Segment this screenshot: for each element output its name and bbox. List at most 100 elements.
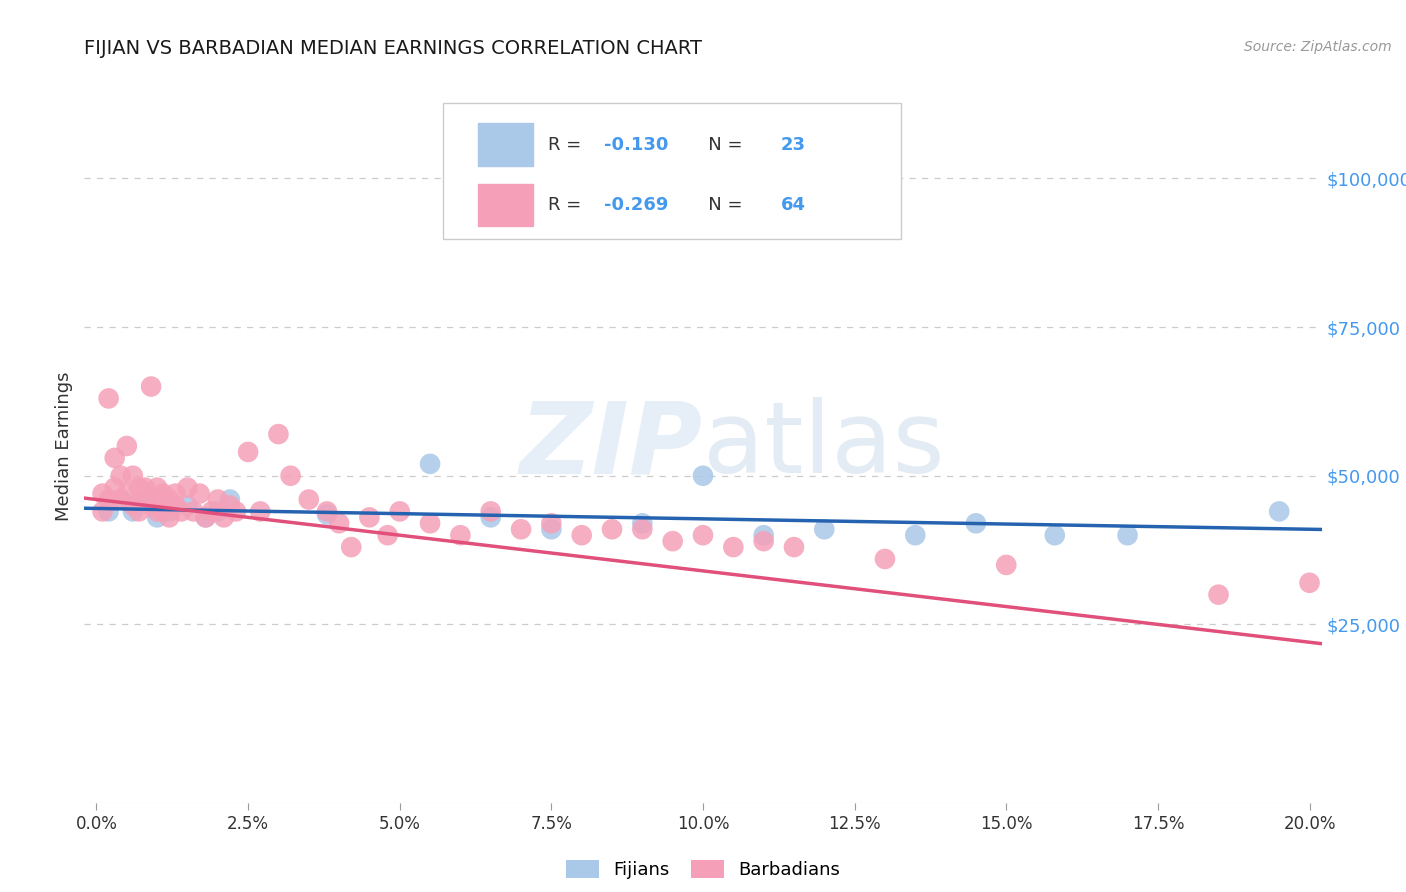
FancyBboxPatch shape bbox=[443, 103, 901, 239]
Bar bbox=[478, 184, 533, 227]
Point bbox=[128, 481, 150, 495]
Point bbox=[340, 540, 363, 554]
Point bbox=[752, 534, 775, 549]
Point bbox=[165, 486, 187, 500]
Text: 64: 64 bbox=[780, 196, 806, 214]
Point bbox=[1043, 528, 1066, 542]
Point bbox=[183, 504, 205, 518]
Point bbox=[225, 504, 247, 518]
Point bbox=[995, 558, 1018, 572]
Point bbox=[631, 522, 654, 536]
Point bbox=[316, 508, 339, 522]
Point bbox=[280, 468, 302, 483]
Point bbox=[110, 492, 132, 507]
Point bbox=[631, 516, 654, 531]
Point bbox=[165, 499, 187, 513]
Point bbox=[146, 510, 169, 524]
Point bbox=[377, 528, 399, 542]
Point bbox=[249, 504, 271, 518]
Point bbox=[146, 481, 169, 495]
Point bbox=[571, 528, 593, 542]
Text: R =: R = bbox=[548, 196, 588, 214]
Point bbox=[188, 486, 211, 500]
Y-axis label: Median Earnings: Median Earnings bbox=[55, 371, 73, 521]
Point bbox=[813, 522, 835, 536]
Text: -0.130: -0.130 bbox=[605, 136, 668, 153]
Point bbox=[1298, 575, 1320, 590]
Point bbox=[201, 504, 224, 518]
Point bbox=[110, 492, 132, 507]
Point bbox=[115, 439, 138, 453]
Point bbox=[479, 510, 502, 524]
Point bbox=[176, 481, 198, 495]
Text: FIJIAN VS BARBADIAN MEDIAN EARNINGS CORRELATION CHART: FIJIAN VS BARBADIAN MEDIAN EARNINGS CORR… bbox=[84, 39, 703, 58]
Point bbox=[110, 468, 132, 483]
Point bbox=[328, 516, 350, 531]
Point bbox=[661, 534, 683, 549]
Point bbox=[170, 504, 193, 518]
Point bbox=[692, 468, 714, 483]
Text: N =: N = bbox=[690, 196, 748, 214]
Point bbox=[134, 492, 156, 507]
Point bbox=[219, 492, 242, 507]
Point bbox=[146, 504, 169, 518]
Point bbox=[600, 522, 623, 536]
Point bbox=[176, 499, 198, 513]
Point bbox=[298, 492, 321, 507]
Text: 23: 23 bbox=[780, 136, 806, 153]
Text: Source: ZipAtlas.com: Source: ZipAtlas.com bbox=[1244, 40, 1392, 54]
Legend: Fijians, Barbadians: Fijians, Barbadians bbox=[560, 853, 846, 887]
Point bbox=[212, 510, 235, 524]
Point bbox=[207, 492, 229, 507]
Point bbox=[904, 528, 927, 542]
Point bbox=[1268, 504, 1291, 518]
Point bbox=[139, 379, 162, 393]
Point bbox=[122, 499, 145, 513]
Point bbox=[219, 499, 242, 513]
Point bbox=[783, 540, 806, 554]
Text: ZIP: ZIP bbox=[520, 398, 703, 494]
Point bbox=[104, 481, 127, 495]
Point bbox=[157, 510, 180, 524]
Point bbox=[207, 504, 229, 518]
Text: -0.269: -0.269 bbox=[605, 196, 668, 214]
Point bbox=[692, 528, 714, 542]
Point bbox=[122, 468, 145, 483]
Text: R =: R = bbox=[548, 136, 588, 153]
Point bbox=[540, 516, 562, 531]
Point bbox=[752, 528, 775, 542]
Point bbox=[91, 504, 114, 518]
Point bbox=[194, 510, 217, 524]
Point bbox=[122, 504, 145, 518]
Point bbox=[267, 427, 290, 442]
Point bbox=[194, 510, 217, 524]
Point bbox=[1208, 588, 1230, 602]
Point bbox=[134, 492, 156, 507]
Point bbox=[388, 504, 411, 518]
Point bbox=[97, 492, 120, 507]
Text: atlas: atlas bbox=[703, 398, 945, 494]
Point bbox=[157, 504, 180, 518]
Point bbox=[104, 450, 127, 465]
Point bbox=[236, 445, 259, 459]
Point bbox=[128, 504, 150, 518]
Point bbox=[359, 510, 381, 524]
Point bbox=[449, 528, 471, 542]
Point bbox=[97, 392, 120, 406]
Point bbox=[139, 499, 162, 513]
Point bbox=[419, 457, 441, 471]
Point bbox=[134, 481, 156, 495]
Point bbox=[316, 504, 339, 518]
Point bbox=[723, 540, 745, 554]
Point bbox=[419, 516, 441, 531]
Point bbox=[157, 492, 180, 507]
Text: N =: N = bbox=[690, 136, 748, 153]
Point bbox=[540, 522, 562, 536]
Point bbox=[510, 522, 533, 536]
Point bbox=[152, 486, 174, 500]
Point bbox=[965, 516, 987, 531]
Point bbox=[152, 504, 174, 518]
Point bbox=[479, 504, 502, 518]
Bar bbox=[478, 123, 533, 166]
Point bbox=[97, 504, 120, 518]
